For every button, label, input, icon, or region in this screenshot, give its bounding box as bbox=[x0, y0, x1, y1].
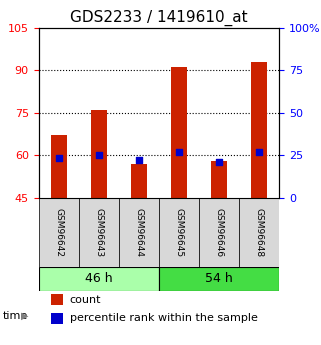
FancyBboxPatch shape bbox=[79, 198, 119, 267]
FancyBboxPatch shape bbox=[51, 294, 63, 305]
FancyBboxPatch shape bbox=[239, 198, 279, 267]
Text: 46 h: 46 h bbox=[85, 272, 113, 285]
Text: GSM96648: GSM96648 bbox=[255, 208, 264, 257]
Bar bbox=[51, 135, 67, 198]
FancyBboxPatch shape bbox=[199, 198, 239, 267]
FancyBboxPatch shape bbox=[39, 267, 159, 290]
Point bbox=[216, 159, 221, 165]
FancyBboxPatch shape bbox=[119, 198, 159, 267]
Bar bbox=[91, 110, 107, 198]
Point bbox=[56, 156, 61, 161]
Text: percentile rank within the sample: percentile rank within the sample bbox=[70, 314, 258, 324]
Bar bbox=[251, 62, 267, 198]
FancyBboxPatch shape bbox=[159, 267, 279, 290]
FancyBboxPatch shape bbox=[159, 198, 199, 267]
Bar bbox=[171, 67, 187, 198]
Point bbox=[176, 149, 181, 155]
Point bbox=[256, 149, 262, 155]
Text: time: time bbox=[3, 311, 29, 321]
FancyBboxPatch shape bbox=[39, 198, 79, 267]
Text: GSM96644: GSM96644 bbox=[134, 208, 143, 257]
Text: GSM96642: GSM96642 bbox=[54, 208, 63, 257]
Text: GSM96646: GSM96646 bbox=[214, 208, 224, 257]
Text: count: count bbox=[70, 295, 101, 305]
Text: GSM96643: GSM96643 bbox=[94, 208, 103, 257]
Text: GSM96645: GSM96645 bbox=[174, 208, 184, 257]
Bar bbox=[131, 164, 147, 198]
Point bbox=[136, 157, 141, 163]
Bar bbox=[211, 161, 227, 198]
Text: 54 h: 54 h bbox=[205, 272, 233, 285]
FancyBboxPatch shape bbox=[51, 313, 63, 324]
Title: GDS2233 / 1419610_at: GDS2233 / 1419610_at bbox=[70, 10, 248, 26]
Text: ▶: ▶ bbox=[21, 311, 28, 321]
Point bbox=[96, 152, 101, 158]
